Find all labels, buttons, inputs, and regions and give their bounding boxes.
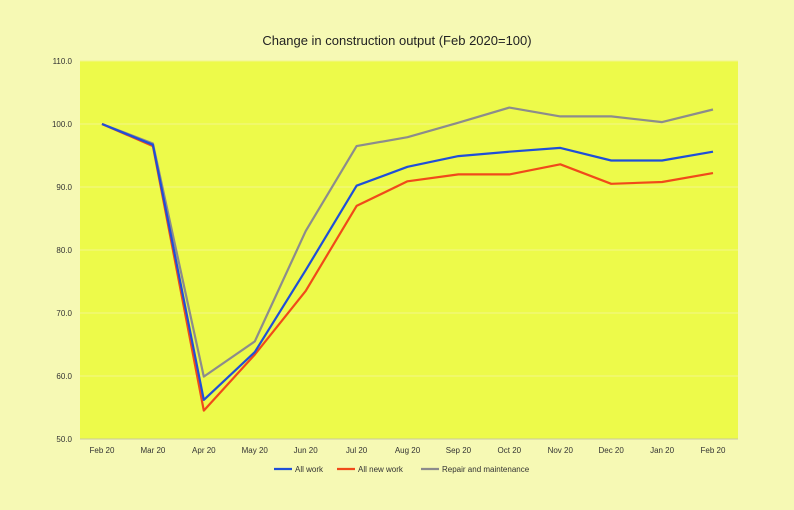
chart-title: Change in construction output (Feb 2020=… [262,33,531,48]
x-tick-label: Aug 20 [395,446,421,455]
y-tick-label: 50.0 [56,435,72,444]
x-axis: Feb 20 Mar 20 Apr 20 May 20 Jun 20 Jul 20 Aug … [90,446,726,455]
x-tick-label: Jan 20 [650,446,675,455]
y-tick-label: 70.0 [56,309,72,318]
x-tick-label: Apr 20 [192,446,216,455]
x-tick-label: Feb 20 [701,446,726,455]
x-tick-label: Sep 20 [446,446,472,455]
series-lines [101,106,714,412]
legend: All work All new work Repair and maintenan… [274,465,530,474]
legend-label: All work [295,465,324,474]
x-tick-label: Jun 20 [294,446,319,455]
x-tick-label: Mar 20 [140,446,165,455]
series-line-repair-and-maintenance [101,106,714,378]
y-tick-label: 100.0 [52,120,73,129]
x-tick-label: Oct 20 [498,446,522,455]
x-tick-label: Nov 20 [548,446,574,455]
x-tick-label: May 20 [242,446,269,455]
y-tick-label: 110.0 [53,57,73,66]
series-line-all-new-work [101,122,714,412]
x-tick-label: Dec 20 [598,446,624,455]
y-axis: 50.0 60.0 70.0 80.0 90.0 100.0 110.0 [52,57,73,444]
y-tick-label: 80.0 [56,246,72,255]
x-tick-label: Feb 20 [90,446,115,455]
legend-label: All new work [358,465,404,474]
legend-label: Repair and maintenance [442,465,530,474]
y-tick-label: 60.0 [56,372,72,381]
x-tick-label: Jul 20 [346,446,368,455]
y-tick-label: 90.0 [56,183,72,192]
series-line-all-work [101,122,714,401]
